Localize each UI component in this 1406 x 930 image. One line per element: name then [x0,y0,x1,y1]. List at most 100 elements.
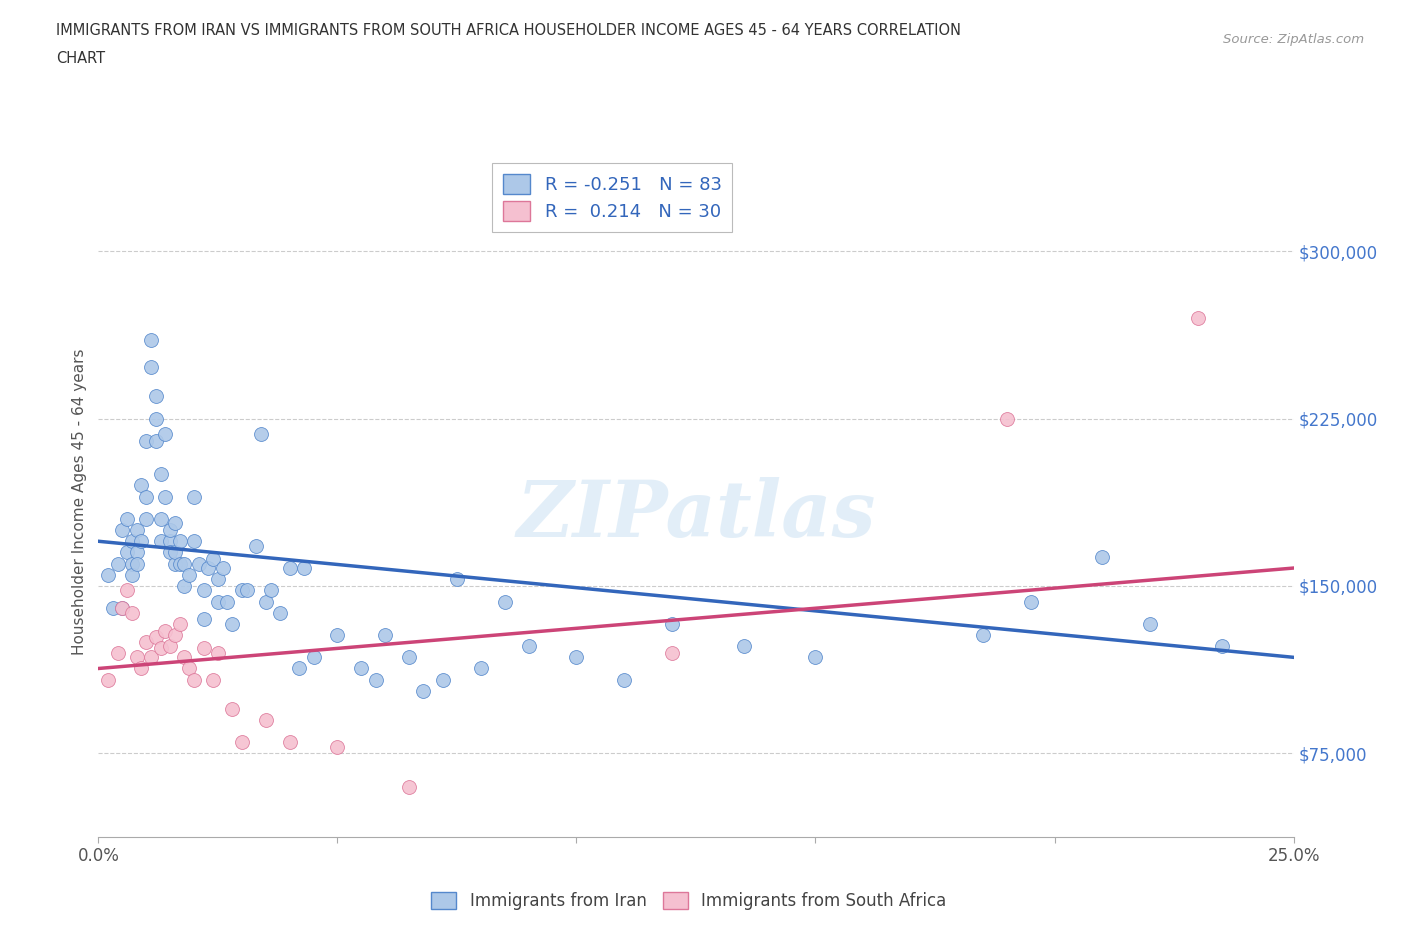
Point [163,628,186,643]
Point [202,672,225,687]
Point [155,489,177,504]
Point [288,661,311,676]
Point [173,556,195,571]
Point [972,628,994,643]
Legend: Immigrants from Iran, Immigrants from South Africa: Immigrants from Iran, Immigrants from So… [425,885,953,917]
Point [292,561,315,576]
Point [145,433,167,448]
Point [131,534,153,549]
Point [278,561,301,576]
Point [115,512,138,526]
Point [374,628,396,643]
Point [326,739,349,754]
Y-axis label: Householder Income Ages 45 - 64 years: Householder Income Ages 45 - 64 years [72,349,87,656]
Point [111,523,134,538]
Point [135,634,157,649]
Point [565,650,588,665]
Point [207,594,229,609]
Point [97,672,120,687]
Point [121,567,143,582]
Point [207,645,229,660]
Point [115,583,138,598]
Point [197,561,219,576]
Point [111,601,134,616]
Point [613,672,636,687]
Point [159,545,181,560]
Text: Source: ZipAtlas.com: Source: ZipAtlas.com [1223,33,1364,46]
Point [250,427,273,442]
Point [398,650,420,665]
Point [159,534,181,549]
Point [125,545,148,560]
Point [159,639,181,654]
Point [139,360,162,375]
Point [149,467,172,482]
Point [149,534,172,549]
Point [470,661,492,676]
Point [121,534,143,549]
Point [125,556,148,571]
Point [235,583,257,598]
Point [269,605,291,620]
Text: ZIPatlas: ZIPatlas [516,477,876,554]
Point [1139,617,1161,631]
Point [101,601,124,616]
Point [211,561,233,576]
Point [183,534,205,549]
Point [350,661,373,676]
Point [163,556,186,571]
Point [135,489,157,504]
Point [193,583,215,598]
Point [221,617,243,631]
Point [661,645,683,660]
Point [804,650,827,665]
Point [111,601,134,616]
Point [107,645,129,660]
Point [231,735,253,750]
Point [494,594,516,609]
Point [121,556,143,571]
Point [121,605,143,620]
Point [398,779,420,794]
Point [183,672,205,687]
Point [145,411,167,426]
Point [131,661,153,676]
Point [995,411,1018,426]
Point [245,538,267,553]
Point [733,639,755,654]
Point [169,617,191,631]
Point [125,650,148,665]
Point [202,551,225,566]
Point [231,583,253,598]
Point [115,545,138,560]
Text: CHART: CHART [56,51,105,66]
Point [169,534,191,549]
Point [259,583,281,598]
Point [193,641,215,656]
Legend: R = -0.251   N = 83, R =  0.214   N = 30: R = -0.251 N = 83, R = 0.214 N = 30 [492,163,733,232]
Point [207,572,229,587]
Point [139,650,162,665]
Point [326,628,349,643]
Point [302,650,325,665]
Point [517,639,540,654]
Point [1211,639,1233,654]
Point [221,701,243,716]
Point [159,523,181,538]
Point [145,630,167,644]
Point [145,389,167,404]
Point [155,427,177,442]
Point [187,556,209,571]
Point [254,594,277,609]
Point [446,572,468,587]
Point [661,617,683,631]
Point [217,594,239,609]
Point [432,672,454,687]
Text: IMMIGRANTS FROM IRAN VS IMMIGRANTS FROM SOUTH AFRICA HOUSEHOLDER INCOME AGES 45 : IMMIGRANTS FROM IRAN VS IMMIGRANTS FROM … [56,23,962,38]
Point [1091,550,1114,565]
Point [97,567,120,582]
Point [1187,311,1209,325]
Point [125,523,148,538]
Point [163,516,186,531]
Point [364,672,387,687]
